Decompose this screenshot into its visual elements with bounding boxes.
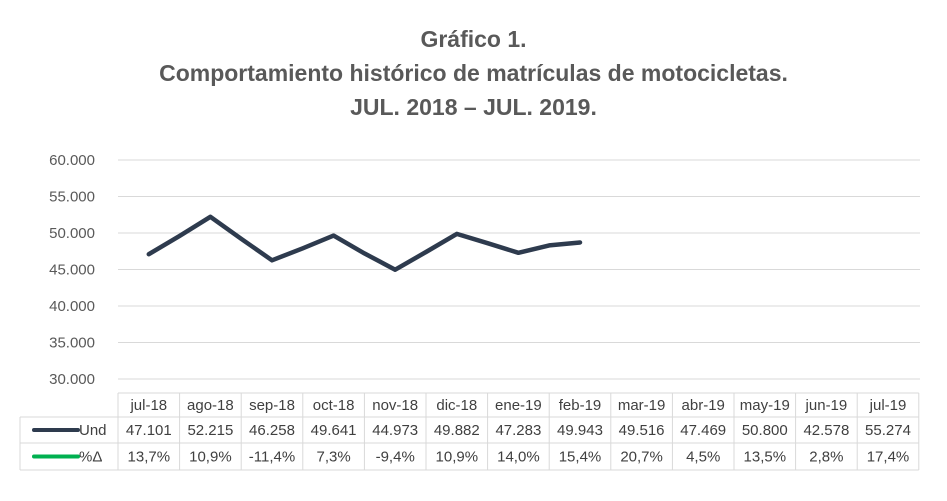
y-axis-ticks: 60.000 55.000 50.000 45.000 40.000 35.000 30.0… xyxy=(49,152,95,388)
x-category-label: abr-19 xyxy=(682,397,725,414)
table-cell-value: 42.578 xyxy=(803,422,849,439)
y-tick-label: 40.000 xyxy=(49,298,95,315)
table-cell-value: 4,5% xyxy=(686,449,720,466)
table-cell-value: 10,9% xyxy=(436,449,479,466)
table-cell-value: 15,4% xyxy=(559,449,602,466)
x-category-label: nov-18 xyxy=(372,397,418,414)
table-cell-value: 47.469 xyxy=(680,422,726,439)
x-category-label: sep-18 xyxy=(249,397,295,414)
y-tick-label: 45.000 xyxy=(49,262,95,279)
table-cell-value: 10,9% xyxy=(189,449,232,466)
x-category-label: jul-19 xyxy=(869,397,907,414)
table-cell-value: 44.973 xyxy=(372,422,418,439)
x-category-label: mar-19 xyxy=(618,397,666,414)
table-cell-value: -11,4% xyxy=(249,449,295,466)
x-category-label: may-19 xyxy=(740,397,790,414)
x-category-label: feb-19 xyxy=(559,397,602,414)
x-category-label: dic-18 xyxy=(436,397,477,414)
table-cell-value: 13,5% xyxy=(744,449,787,466)
series-line-und xyxy=(146,214,583,272)
x-category-label: oct-18 xyxy=(313,397,355,414)
x-category-label: jun-19 xyxy=(805,397,848,414)
title-line-3: JUL. 2018 – JUL. 2019. xyxy=(350,94,597,120)
y-tick-label: 50.000 xyxy=(49,225,95,242)
x-category-label: ene-19 xyxy=(495,397,542,414)
x-category-label: jul-18 xyxy=(129,397,167,414)
gridlines xyxy=(118,159,920,380)
series-lines xyxy=(146,214,583,272)
y-tick-label: 60.000 xyxy=(49,152,95,169)
y-tick-label: 55.000 xyxy=(49,189,95,206)
table-cell-value: 13,7% xyxy=(128,449,171,466)
table-cell-value: 52.215 xyxy=(187,422,233,439)
title-line-2: Comportamiento histórico de matrículas d… xyxy=(159,60,788,86)
table-cell-value: 17,4% xyxy=(867,449,910,466)
table-cell-value: 2,8% xyxy=(809,449,843,466)
x-category-label: ago-18 xyxy=(187,397,234,414)
title-line-1: Gráfico 1. xyxy=(420,26,527,52)
y-tick-label: 30.000 xyxy=(49,371,95,388)
table-cell-value: -9,4% xyxy=(376,449,415,466)
table-cell-value: 49.943 xyxy=(557,422,603,439)
y-tick-label: 35.000 xyxy=(49,335,95,352)
table-cell-value: 14,0% xyxy=(497,449,540,466)
table-cell-value: 49.641 xyxy=(311,422,357,439)
data-table: jul-18 ago-18 sep-18 oct-18 nov-18 dic-18 ene-… xyxy=(19,392,920,471)
table-cell-value: 49.516 xyxy=(619,422,665,439)
table-cell-value: 47.101 xyxy=(126,422,172,439)
legend-label: %Δ xyxy=(79,449,102,466)
table-cell-value: 47.283 xyxy=(495,422,541,439)
legend-label: Und xyxy=(79,422,107,439)
table-cell-value: 50.800 xyxy=(742,422,788,439)
chart-title: Gráfico 1. Comportamiento histórico de m… xyxy=(0,22,947,124)
table-cell-value: 20,7% xyxy=(620,449,663,466)
table-cell-value: 49.882 xyxy=(434,422,480,439)
table-cell-value: 7,3% xyxy=(316,449,350,466)
table-cell-value: 46.258 xyxy=(249,422,295,439)
table-cell-value: 55.274 xyxy=(865,422,911,439)
